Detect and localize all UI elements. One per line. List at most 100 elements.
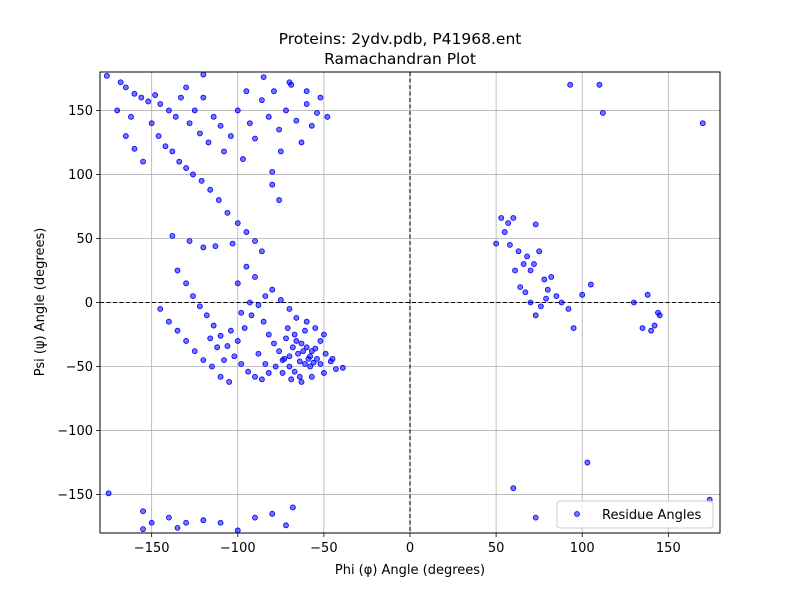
residue-point <box>286 353 293 360</box>
residue-point <box>217 332 224 339</box>
residue-point <box>260 74 267 81</box>
y-tick-label: 50 <box>76 232 93 247</box>
residue-point <box>271 88 277 95</box>
residue-point <box>243 88 250 95</box>
residue-point <box>288 376 295 383</box>
residue-point <box>246 120 253 127</box>
residue-point <box>122 133 129 139</box>
residue-point <box>114 107 121 114</box>
residue-point <box>183 519 190 526</box>
residue-point <box>214 344 221 351</box>
residue-point <box>221 357 227 364</box>
residue-point <box>305 355 312 362</box>
chart-title-line1: Proteins: 2ydv.pdb, P41968.ent <box>279 30 522 48</box>
residue-point <box>522 289 529 296</box>
x-axis-label: Phi (φ) Angle (degrees) <box>335 563 485 578</box>
x-axis-ticks: −150 −100 −50 0 50 100 150 <box>134 533 681 556</box>
residue-point <box>308 348 315 355</box>
residue-point <box>203 312 210 319</box>
residue-point <box>281 355 288 362</box>
residue-point <box>128 113 134 120</box>
residue-point <box>212 243 219 250</box>
residue-point <box>279 370 286 376</box>
residue-point <box>269 168 276 175</box>
residue-point <box>246 299 253 306</box>
residue-point <box>333 366 339 372</box>
residue-point <box>243 229 250 235</box>
residue-point <box>298 340 305 347</box>
residue-point <box>498 215 505 221</box>
residue-point <box>234 280 241 287</box>
residue-point <box>169 233 176 239</box>
residue-point <box>283 107 289 114</box>
residue-point <box>531 261 537 267</box>
residue-point <box>255 350 262 357</box>
reference-lines <box>100 72 720 533</box>
residue-point <box>317 94 324 101</box>
residue-point <box>510 215 517 221</box>
residue-point <box>224 209 231 216</box>
residue-point <box>284 325 291 332</box>
residue-point <box>570 325 577 332</box>
y-axis-label: Psi (ψ) Angle (degrees) <box>33 228 48 377</box>
residue-point <box>293 314 300 321</box>
residue-point <box>276 126 283 133</box>
residue-point <box>277 148 284 155</box>
residue-point <box>207 335 214 342</box>
residue-point <box>240 156 246 162</box>
residue-point <box>276 348 283 355</box>
residue-point <box>191 348 198 355</box>
residue-point <box>183 280 190 287</box>
residue-point <box>308 373 315 380</box>
chart-title-line2: Ramachandran Plot <box>324 50 476 68</box>
residue-point <box>320 370 327 376</box>
x-tick-label: 0 <box>406 541 414 556</box>
residue-point <box>493 240 500 247</box>
residue-point <box>565 306 572 312</box>
residue-point <box>276 197 283 203</box>
residue-point <box>553 293 560 299</box>
residue-point <box>587 281 594 288</box>
residue-point <box>298 139 305 146</box>
x-tick-label: 100 <box>570 541 595 556</box>
residue-point <box>190 293 196 299</box>
residue-point <box>200 517 207 524</box>
y-tick-label: −50 <box>66 360 93 375</box>
residue-point <box>269 286 276 293</box>
residue-point <box>317 338 324 344</box>
residue-point <box>302 327 308 334</box>
residue-point <box>322 350 329 357</box>
residue-point <box>277 297 284 303</box>
residue-point <box>312 325 319 332</box>
residue-point <box>238 361 245 367</box>
residue-point <box>234 107 241 114</box>
residue-point <box>227 133 234 139</box>
residue-point <box>515 248 522 255</box>
residue-point <box>186 238 193 244</box>
residue-point <box>520 261 527 267</box>
residue-point <box>140 508 146 515</box>
residue-point <box>524 253 531 260</box>
residue-point <box>227 327 234 334</box>
x-tick-label: 150 <box>656 541 681 556</box>
residue-point <box>303 318 310 325</box>
residue-point <box>252 238 258 244</box>
residue-point <box>248 312 255 319</box>
residue-point <box>183 84 190 91</box>
residue-point <box>234 527 241 534</box>
residue-point <box>172 113 179 120</box>
residue-point <box>165 514 172 521</box>
legend: Residue Angles <box>556 500 714 529</box>
residue-point <box>207 186 214 193</box>
residue-point <box>289 344 296 351</box>
residue-point <box>196 130 203 137</box>
residue-point <box>324 113 331 120</box>
residue-point <box>186 120 193 127</box>
residue-point <box>296 358 303 365</box>
residue-point <box>157 101 164 107</box>
residue-point <box>210 113 217 120</box>
residue-point <box>200 357 207 364</box>
residue-point <box>122 84 129 91</box>
residue-point <box>131 145 138 152</box>
residue-point <box>138 94 145 101</box>
